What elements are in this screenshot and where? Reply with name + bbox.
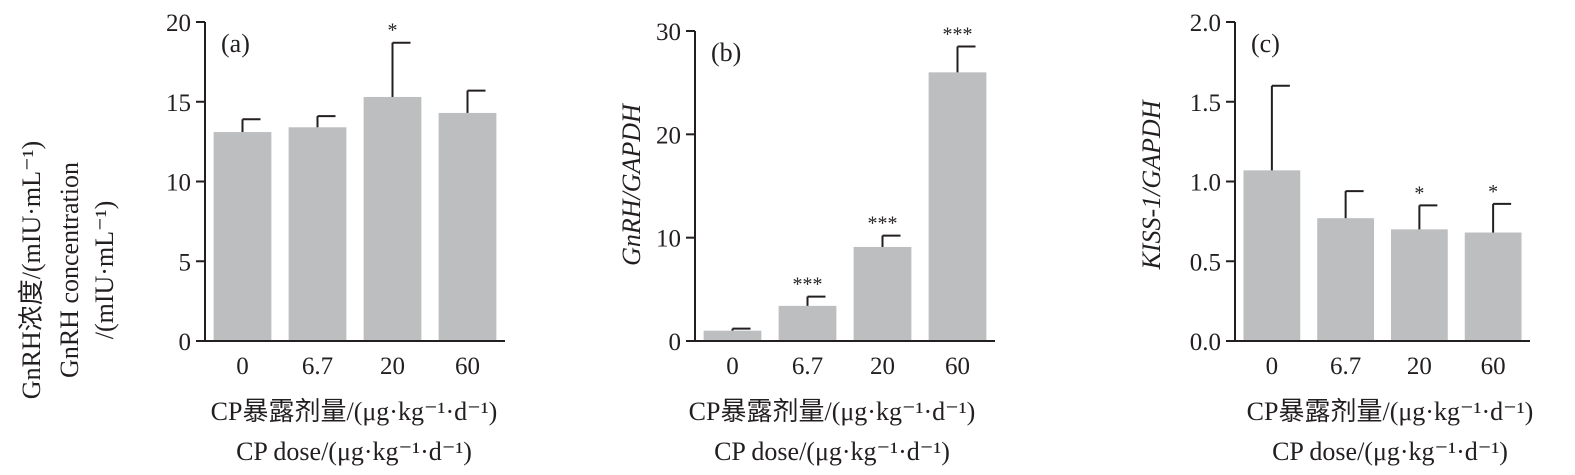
x-axis-title: CP暴露剂量/(μg·kg⁻¹·d⁻¹) — [211, 397, 498, 426]
bar — [1243, 170, 1301, 341]
significance-marker: * — [1488, 181, 1498, 203]
y-tick-label: 20 — [166, 10, 191, 37]
x-tick-label: 0 — [236, 353, 249, 380]
y-tick-label: 5 — [179, 249, 192, 276]
bar — [1464, 232, 1522, 341]
x-tick-label: 6.7 — [1330, 353, 1361, 380]
y-tick-label: 15 — [166, 90, 191, 117]
x-tick-label: 20 — [380, 353, 405, 380]
y-tick-label: 1.0 — [1190, 170, 1221, 197]
y-tick-label: 1.5 — [1190, 90, 1221, 117]
bar — [288, 127, 347, 342]
x-tick-label: 60 — [945, 353, 970, 380]
panel-label: (b) — [711, 38, 741, 67]
y-tick-label: 30 — [656, 19, 681, 46]
y-tick-label: 10 — [166, 170, 191, 197]
significance-marker: *** — [868, 213, 898, 235]
y-tick-label: 0.0 — [1190, 329, 1221, 356]
bar — [1317, 218, 1375, 341]
significance-marker: * — [388, 20, 398, 42]
y-axis-title: GnRH concentration — [55, 162, 84, 378]
bar — [1390, 229, 1448, 341]
chart-panel-a: 0 6.7 * 20 60 0 5 10 15 20 (a) CP暴露剂量/(μg·kg⁻¹·d⁻¹)… — [17, 10, 505, 466]
y-axis-title: KISS-1/GAPDH — [1137, 99, 1166, 270]
bar — [853, 246, 912, 341]
panel-label: (c) — [1251, 29, 1280, 58]
x-tick-label: 60 — [455, 353, 480, 380]
bar — [363, 96, 422, 341]
x-tick-label: 0 — [726, 353, 739, 380]
bar — [928, 72, 987, 341]
y-tick-label: 20 — [656, 122, 681, 149]
panel-label: (a) — [221, 29, 250, 58]
x-axis-title: CP dose/(μg·kg⁻¹·d⁻¹) — [236, 437, 472, 466]
y-tick-label: 0.5 — [1190, 249, 1221, 276]
bar — [438, 112, 497, 341]
y-tick-label: 0 — [669, 329, 682, 356]
y-tick-label: 2.0 — [1190, 10, 1221, 37]
significance-marker: *** — [793, 274, 823, 296]
y-tick-label: 10 — [656, 226, 681, 253]
chart-panel-b: 0 *** 6.7 *** 20 *** 60 0 10 20 30 (b) CP暴露剂量/(μg·kg… — [617, 19, 995, 466]
x-axis-title: CP暴露剂量/(μg·kg⁻¹·d⁻¹) — [689, 397, 976, 426]
x-tick-label: 0 — [1266, 353, 1279, 380]
significance-marker: * — [1414, 182, 1424, 204]
bar — [703, 330, 762, 341]
bar — [213, 132, 272, 341]
y-tick-label: 0 — [179, 329, 192, 356]
x-tick-label: 6.7 — [302, 353, 333, 380]
x-tick-label: 20 — [870, 353, 895, 380]
bar — [778, 305, 837, 341]
x-axis-title: CP暴露剂量/(μg·kg⁻¹·d⁻¹) — [1247, 397, 1534, 426]
x-tick-label: 20 — [1407, 353, 1432, 380]
x-axis-title: CP dose/(μg·kg⁻¹·d⁻¹) — [714, 437, 950, 466]
y-axis-title: GnRH浓度/(mIU·mL⁻¹) — [17, 141, 46, 399]
x-tick-label: 60 — [1481, 353, 1506, 380]
y-axis-title: /(mIU·mL⁻¹) — [90, 201, 119, 339]
y-axis-title: GnRH/GAPDH — [617, 103, 646, 266]
chart-panel-c: 0 6.7 * 20 * 60 0.0 0.5 1.0 1.5 2.0 (c) CP暴露剂量/(μg·k… — [1137, 10, 1533, 466]
significance-marker: *** — [943, 24, 973, 46]
x-tick-label: 6.7 — [792, 353, 823, 380]
x-axis-title: CP dose/(μg·kg⁻¹·d⁻¹) — [1272, 437, 1508, 466]
